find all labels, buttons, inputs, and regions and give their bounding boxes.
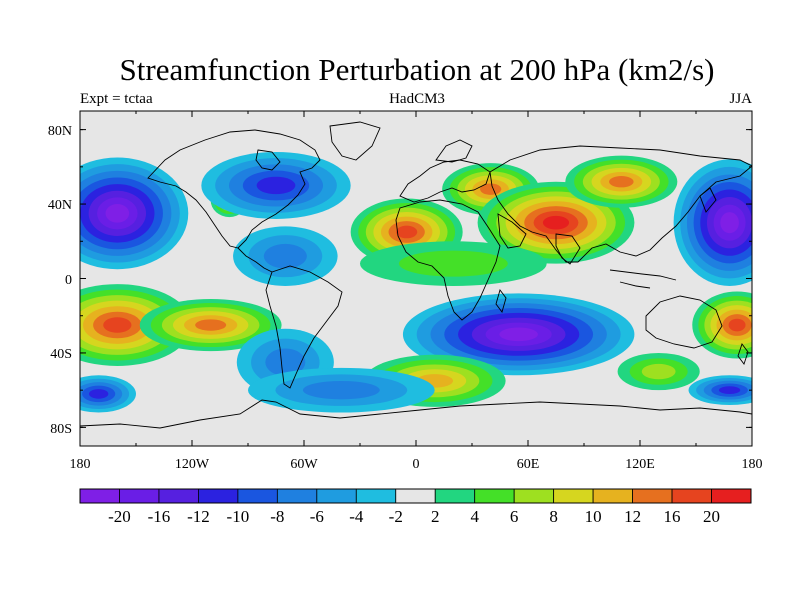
colorbar-swatch (316, 488, 357, 504)
lon-tick-label: 180 (742, 457, 763, 472)
lat-tick-label: 40N (48, 198, 72, 213)
coast-north-america (147, 129, 321, 249)
lat-tick-label: 80N (48, 124, 72, 139)
coast-new-zealand (737, 343, 749, 365)
colorbar-swatch (434, 488, 476, 504)
coast-asia (489, 145, 752, 263)
lat-tick-label: 40S (50, 347, 72, 362)
coast-hudson-bay (255, 149, 281, 171)
coast-madagascar (495, 289, 507, 313)
colorbar-label: -2 (389, 507, 403, 526)
colorbar-label: 2 (431, 507, 440, 526)
coast-antarctica (80, 399, 752, 429)
colorbar-label: 6 (510, 507, 519, 526)
contour-band (398, 250, 508, 277)
coast-europe (399, 159, 491, 203)
coast-africa (395, 199, 501, 321)
axis-ticks (79, 111, 753, 446)
colorbar-label: -8 (270, 507, 284, 526)
coastlines (80, 121, 752, 429)
contour-band (265, 348, 306, 377)
colorbar-label: -6 (310, 507, 324, 526)
experiment-label: Expt = tctaa (80, 91, 153, 107)
contour-band (641, 363, 676, 380)
colorbar-label: -4 (349, 507, 364, 526)
coast-south-america (265, 265, 343, 389)
contour-band (609, 176, 634, 188)
lon-tick-label: 60E (517, 457, 540, 472)
contour-band (718, 386, 741, 395)
colorbar-label: 10 (585, 507, 602, 526)
contour-band (103, 317, 132, 333)
colorbar-swatch (276, 488, 318, 504)
contour-band (728, 318, 746, 332)
colorbar-swatch (671, 488, 712, 504)
coast-india (555, 233, 581, 265)
colorbar-swatch (395, 488, 436, 504)
colorbar-swatch (119, 488, 160, 504)
coast-arabia (497, 213, 527, 249)
lon-tick-label: 120E (625, 457, 655, 472)
colorbar-swatch (158, 488, 199, 504)
contour-band (499, 327, 538, 342)
colorbar-label: 16 (664, 507, 681, 526)
contour-field (80, 111, 752, 446)
season-label: JJA (729, 91, 752, 107)
lon-tick-label: 0 (413, 457, 420, 472)
contour-band (256, 176, 296, 195)
contour-band (302, 380, 380, 400)
lat-labels: 80N 40N 0 40S 80S (48, 124, 72, 437)
colorbar-label: -10 (227, 507, 250, 526)
colorbar-label: -20 (108, 507, 131, 526)
colorbar-swatch (513, 488, 555, 504)
colorbar-swatch (198, 488, 239, 504)
colorbar-swatch (474, 488, 515, 504)
coast-scandinavia (435, 139, 473, 163)
lat-tick-label: 80S (50, 422, 72, 437)
colorbar-swatch (553, 488, 594, 504)
colorbar: -20 -16 -12 -10 -8 -6 -4 -2 2 4 6 8 10 12 16 20 (79, 488, 752, 526)
colorbar-label: -16 (148, 507, 171, 526)
contour-band (396, 225, 418, 239)
colorbar-label: 4 (470, 507, 479, 526)
model-label: HadCM3 (389, 91, 445, 107)
colorbar-label: 12 (624, 507, 641, 526)
contour-band (263, 243, 307, 269)
colorbar-frame (79, 488, 752, 504)
coast-indonesia (609, 269, 677, 289)
contour-band (195, 319, 227, 331)
lon-tick-label: 120W (175, 457, 210, 472)
colorbar-swatch (79, 488, 120, 504)
contour-band (542, 215, 570, 230)
chart-title: Streamfunction Perturbation at 200 hPa (… (119, 52, 715, 87)
lon-tick-label: 180 (70, 457, 91, 472)
contour-band (480, 183, 502, 195)
lon-labels: 180 120W 60W 0 60E 120E 180 (70, 457, 763, 472)
colorbar-swatch (632, 488, 673, 504)
contour-band (105, 204, 130, 223)
coast-japan (699, 187, 717, 213)
colorbar-swatch (237, 488, 278, 504)
lat-tick-label: 0 (65, 273, 72, 288)
colorbar-swatch (592, 488, 633, 504)
colorbar-label: 20 (703, 507, 720, 526)
lon-tick-label: 60W (290, 457, 318, 472)
coast-central-america (237, 247, 273, 273)
colorbar-label: 8 (549, 507, 558, 526)
contour-band (720, 212, 739, 234)
colorbar-swatch (711, 488, 752, 504)
contour-band (88, 389, 109, 399)
coast-greenland (329, 121, 381, 161)
colorbar-swatch (355, 488, 397, 504)
colorbar-label: -12 (187, 507, 210, 526)
coast-australia (645, 295, 723, 349)
